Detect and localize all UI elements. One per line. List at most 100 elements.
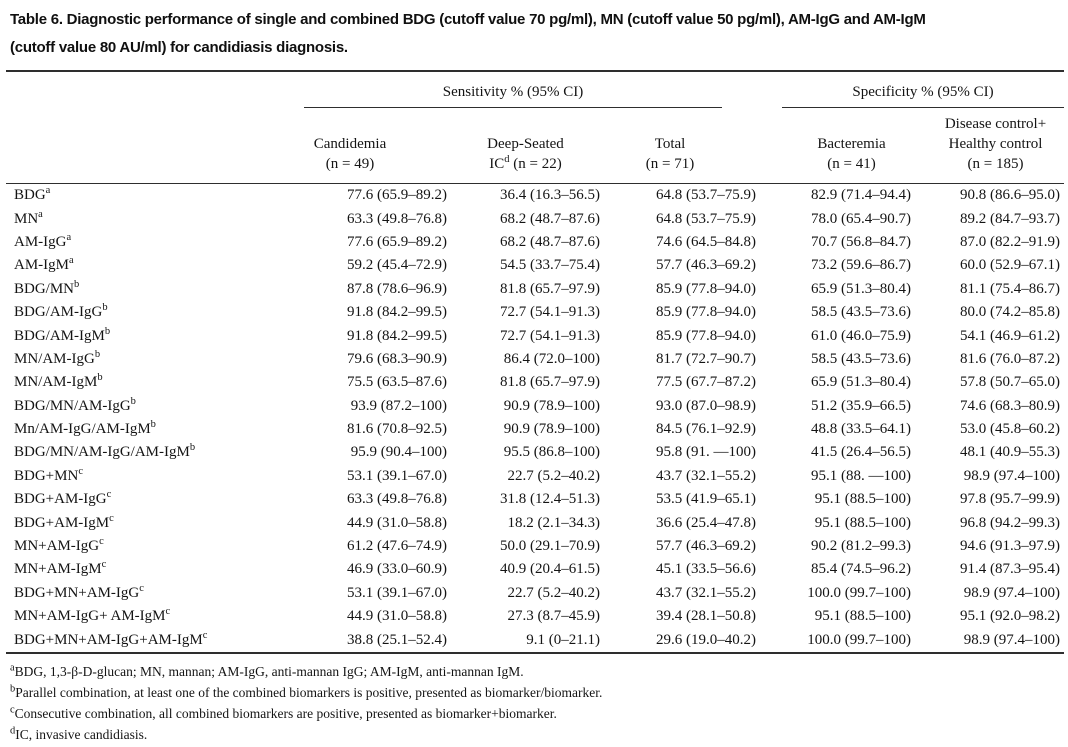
table-row: MN+AM-IgGc 61.2 (47.6–74.9) 50.0 (29.1–70.… [6, 535, 1064, 558]
column-header-row: Candidemia (n = 49) Deep-Seated ICd (n =… [6, 108, 1065, 184]
value-cell: 63.3 (49.8–76.8) [347, 491, 447, 508]
value-cell: 90.9 (78.9–100) [503, 397, 600, 414]
biomarker-name: BDG/MN [14, 280, 75, 297]
value-cell: 100.0 (99.7–100) [807, 584, 912, 601]
value-cell: 85.9 (77.8–94.0) [656, 280, 757, 297]
column-header-disease-control: Disease control+ Healthy control (n = 18… [929, 108, 1065, 184]
value-cell: 91.8 (84.2–99.5) [347, 304, 447, 321]
value-cell: 72.7 (54.1–91.3) [500, 327, 600, 344]
biomarker-name: MN/AM-IgG [14, 350, 95, 367]
value-cell: 85.9 (77.8–94.0) [656, 327, 757, 344]
row-label: MN+AM-IgMc [6, 558, 299, 581]
table-row: Mn/AM-IgG/AM-IgMb 81.6 (70.8–92.5) 90.9 (7… [6, 418, 1064, 441]
biomarker-name: AM-IgM [14, 257, 69, 274]
table-row: MN/AM-IgGb 79.6 (68.3–90.9) 86.4 (72.0–100… [6, 348, 1064, 371]
biomarker-name: BDG [14, 187, 46, 204]
footnote-marker: d [10, 725, 16, 737]
value-cell: 57.8 (50.7–65.0) [960, 374, 1061, 391]
table-number: Table 6. [10, 11, 63, 28]
value-cell: 64.8 (53.7–75.9) [656, 210, 757, 227]
value-cell: 18.2 (2.1–34.3) [507, 514, 601, 531]
value-cell: 94.6 (91.3–97.9) [960, 538, 1061, 555]
column-title: Disease control+ [944, 116, 1047, 132]
column-header-candidemia: Candidemia (n = 49) [299, 108, 459, 184]
value-cell: 65.9 (51.3–80.4) [811, 374, 912, 391]
value-cell: 70.7 (56.8–84.7) [811, 233, 912, 250]
value-cell: 43.7 (32.1–55.2) [656, 467, 757, 484]
footnote-marker: c [139, 582, 144, 594]
value-cell: 64.8 (53.7–75.9) [656, 187, 757, 204]
biomarker-name: MN+AM-IgG+ AM-IgM [14, 608, 166, 625]
column-header-total: Total (n = 71) [624, 108, 775, 184]
row-label: MN+AM-IgGc [6, 535, 299, 558]
biomarker-name: BDG/MN/AM-IgG [14, 397, 131, 414]
table-row: BDG+MN+AM-IgG+AM-IgMc 38.8 (25.1–52.4) 9.1… [6, 628, 1064, 652]
row-label: BDG/MN/AM-IgG/AM-IgMb [6, 441, 299, 464]
value-cell: 77.6 (65.9–89.2) [347, 233, 447, 250]
column-n: (n = 22) [509, 156, 562, 172]
footnote-text: BDG, 1,3-β-D-glucan; MN, mannan; AM-IgG,… [14, 663, 524, 679]
value-cell: 80.0 (74.2–85.8) [960, 304, 1061, 321]
row-label: BDG+MNc [6, 465, 299, 488]
value-cell: 40.9 (20.4–61.5) [500, 561, 600, 578]
row-label: MN/AM-IgGb [6, 348, 299, 371]
value-cell: 53.0 (45.8–60.2) [960, 421, 1061, 438]
value-cell: 53.5 (41.9–65.1) [656, 491, 757, 508]
value-cell: 77.5 (67.7–87.2) [656, 374, 757, 391]
value-cell: 68.2 (48.7–87.6) [500, 233, 600, 250]
specificity-group-header: Specificity % (95% CI) [782, 84, 1065, 108]
group-header-row: Sensitivity % (95% CI) Specificity % (95… [6, 71, 1065, 108]
caption-line2: (cutoff value 80 AU/ml) for candidiasis … [10, 39, 348, 56]
value-cell: 60.0 (52.9–67.1) [960, 257, 1061, 274]
table-row: BDG/AM-IgGb 91.8 (84.2–99.5) 72.7 (54.1–91… [6, 301, 1064, 324]
footnotes: aBDG, 1,3-β-D-glucan; MN, mannan; AM-IgG… [6, 661, 1064, 745]
value-cell: 29.6 (19.0–40.2) [656, 631, 757, 648]
column-header-deep-seated-ic: Deep-Seated ICd (n = 22) [459, 108, 624, 184]
value-cell: 81.8 (65.7–97.9) [500, 280, 600, 297]
value-cell: 68.2 (48.7–87.6) [500, 210, 600, 227]
value-cell: 91.4 (87.3–95.4) [960, 561, 1061, 578]
value-cell: 95.9 (90.4–100) [350, 444, 447, 461]
column-n: (n = 71) [645, 156, 695, 172]
row-label: MN+AM-IgG+ AM-IgMc [6, 605, 299, 628]
footnote-marker: b [150, 419, 156, 431]
header-spacer [6, 108, 299, 184]
value-cell: 46.9 (33.0–60.9) [347, 561, 447, 578]
table-row: BDGa 77.6 (65.9–89.2) 36.4 (16.3–56.5) 64.8… [6, 184, 1064, 208]
value-cell: 96.8 (94.2–99.3) [960, 514, 1061, 531]
value-cell: 54.1 (46.9–61.2) [960, 327, 1061, 344]
biomarker-name: AM-IgG [14, 233, 67, 250]
footnote-marker: b [102, 302, 108, 314]
row-label: MN/AM-IgMb [6, 371, 299, 394]
value-cell: 61.0 (46.0–75.9) [811, 327, 912, 344]
biomarker-name: BDG/AM-IgG [14, 304, 103, 321]
value-cell: 65.9 (51.3–80.4) [811, 280, 912, 297]
column-n: (n = 185) [967, 156, 1024, 172]
footnote-marker: c [106, 489, 112, 501]
caption-line1: Diagnostic performance of single and com… [62, 11, 926, 28]
value-cell: 98.9 (97.4–100) [963, 584, 1061, 601]
table-row: AM-IgMa 59.2 (45.4–72.9) 54.5 (33.7–75.4) 5… [6, 254, 1064, 277]
footnote: cConsecutive combination, all combined b… [10, 703, 1064, 724]
specificity-group-cell: Specificity % (95% CI) [774, 71, 1065, 108]
biomarker-name: Mn/AM-IgG/AM-IgM [14, 421, 151, 438]
table-row: BDG+AM-IgGc 63.3 (49.8–76.8) 31.8 (12.4–51… [6, 488, 1064, 511]
value-cell: 81.7 (72.7–90.7) [656, 350, 757, 367]
biomarker-name: MN [14, 210, 39, 227]
value-cell: 39.4 (28.1–50.8) [656, 608, 757, 625]
value-cell: 74.6 (68.3–80.9) [960, 397, 1061, 414]
row-label: BDG/MNb [6, 278, 299, 301]
table-header: Sensitivity % (95% CI) Specificity % (95… [6, 71, 1065, 184]
biomarker-name: MN+AM-IgM [14, 561, 102, 578]
column-title: Total [654, 136, 686, 152]
value-cell: 22.7 (5.2–40.2) [507, 584, 601, 601]
biomarker-name: MN/AM-IgM [14, 374, 98, 391]
value-cell: 78.0 (65.4–90.7) [811, 210, 912, 227]
value-cell: 22.7 (5.2–40.2) [507, 467, 601, 484]
table-row: MNa 63.3 (49.8–76.8) 68.2 (48.7–87.6) 64.8 … [6, 207, 1064, 230]
footnote: aBDG, 1,3-β-D-glucan; MN, mannan; AM-IgG… [10, 661, 1064, 682]
biomarker-name: BDG+MN [14, 467, 79, 484]
value-cell: 79.6 (68.3–90.9) [347, 350, 447, 367]
sensitivity-group-cell: Sensitivity % (95% CI) [299, 71, 774, 108]
footnote-marker: a [38, 208, 43, 220]
